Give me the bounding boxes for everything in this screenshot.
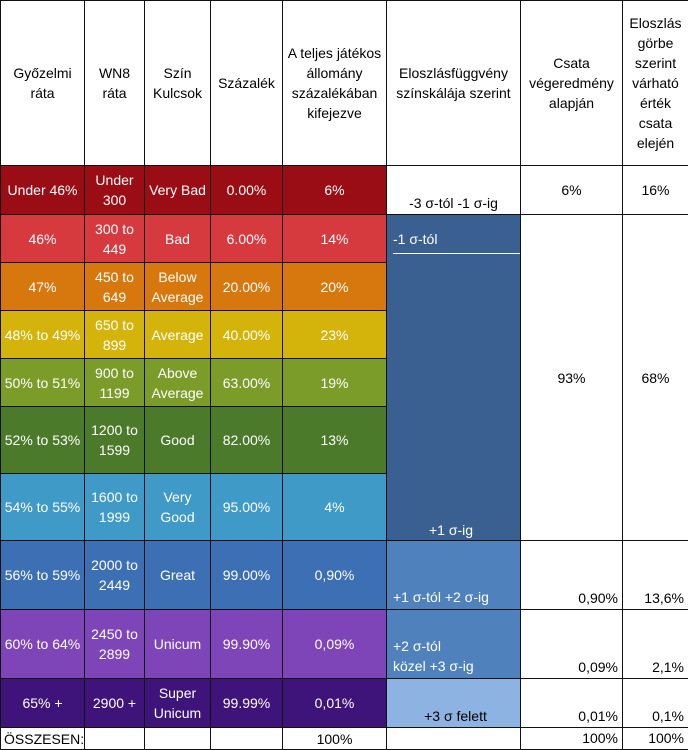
total-expected: 100% xyxy=(623,728,688,750)
expected-r5: 0,1% xyxy=(623,679,688,728)
percent-cell: 99.00% xyxy=(211,541,283,610)
share-cell: 6% xyxy=(283,166,387,215)
table-row: 65% + 2900 + Super Unicum 99.99% 0,01% +… xyxy=(1,679,688,728)
table-row: 56% to 59% 2000 to 2449 Great 99.00% 0,9… xyxy=(1,541,688,610)
color-key-cell: Good xyxy=(145,407,211,474)
color-key-cell: Unicum xyxy=(145,610,211,679)
wn8-cell: 2450 to 2899 xyxy=(85,610,145,679)
wn8-cell: 1600 to 1999 xyxy=(85,474,145,541)
total-row: ÖSSZESEN: 100% 100% 100% xyxy=(1,728,688,750)
winrate-cell: 48% to 49% xyxy=(1,311,85,359)
percent-cell: 95.00% xyxy=(211,474,283,541)
share-cell: 19% xyxy=(283,359,387,407)
winrate-cell: Under 46% xyxy=(1,166,85,215)
dist-cell-r5: +3 σ felett xyxy=(387,679,521,728)
header-expected: Eloszlás görbe szerint várható érték csa… xyxy=(623,1,688,166)
winrate-cell: 56% to 59% xyxy=(1,541,85,610)
dist-cell-r3: +1 σ-tól +2 σ-ig xyxy=(387,541,521,610)
percent-cell: 6.00% xyxy=(211,215,283,263)
share-cell: 0,90% xyxy=(283,541,387,610)
percent-cell: 82.00% xyxy=(211,407,283,474)
dist-cell-r2: -1 σ-tól +1 σ-ig xyxy=(387,215,521,541)
color-key-cell: Bad xyxy=(145,215,211,263)
battle-result-r1: 6% xyxy=(521,166,623,215)
share-cell: 14% xyxy=(283,215,387,263)
header-percent: Százalék xyxy=(211,1,283,166)
color-key-cell: Very Good xyxy=(145,474,211,541)
wn8-cell: 1200 to 1599 xyxy=(85,407,145,474)
battle-result-r2: 93% xyxy=(521,215,623,541)
wn8-cell: Under 300 xyxy=(85,166,145,215)
dist-label-r4-line1: +2 σ-tól xyxy=(393,636,518,656)
expected-r3: 13,6% xyxy=(623,541,688,610)
wn8-cell: 2900 + xyxy=(85,679,145,728)
winrate-cell: 46% xyxy=(1,215,85,263)
wn8-cell: 300 to 449 xyxy=(85,215,145,263)
winrate-cell: 54% to 55% xyxy=(1,474,85,541)
share-cell: 0,01% xyxy=(283,679,387,728)
winrate-cell: 60% to 64% xyxy=(1,610,85,679)
percent-cell: 40.00% xyxy=(211,311,283,359)
color-key-cell: Below Average xyxy=(145,263,211,311)
table-row: 46% 300 to 449 Bad 6.00% 14% -1 σ-tól +1… xyxy=(1,215,688,263)
share-cell: 4% xyxy=(283,474,387,541)
battle-result-r3: 0,90% xyxy=(521,541,623,610)
header-row: Győzelmi ráta WN8 ráta Szín Kulcsok Száz… xyxy=(1,1,688,166)
total-label: ÖSSZESEN: xyxy=(1,728,85,750)
battle-result-r5: 0,01% xyxy=(521,679,623,728)
percent-cell: 0.00% xyxy=(211,166,283,215)
wn8-cell: 650 to 899 xyxy=(85,311,145,359)
percent-cell: 99.90% xyxy=(211,610,283,679)
share-cell: 13% xyxy=(283,407,387,474)
color-key-cell: Super Unicum xyxy=(145,679,211,728)
expected-r2: 68% xyxy=(623,215,688,541)
percent-cell: 63.00% xyxy=(211,359,283,407)
dist-label-r2-bottom: +1 σ-ig xyxy=(429,520,473,540)
share-cell: 23% xyxy=(283,311,387,359)
header-wn8: WN8 ráta xyxy=(85,1,145,166)
table-row: Under 46% Under 300 Very Bad 0.00% 6% -3… xyxy=(1,166,688,215)
color-key-cell: Great xyxy=(145,541,211,610)
winrate-cell: 65% + xyxy=(1,679,85,728)
percent-cell: 20.00% xyxy=(211,263,283,311)
color-key-cell: Average xyxy=(145,311,211,359)
dist-cell-r1: -3 σ-tól -1 σ-ig xyxy=(387,166,521,215)
expected-r1: 16% xyxy=(623,166,688,215)
total-empty-cell xyxy=(85,728,145,750)
total-share: 100% xyxy=(283,728,387,750)
wn8-cell: 900 to 1199 xyxy=(85,359,145,407)
percent-cell: 99.99% xyxy=(211,679,283,728)
share-cell: 20% xyxy=(283,263,387,311)
color-key-cell: Very Bad xyxy=(145,166,211,215)
share-cell: 0,09% xyxy=(283,610,387,679)
battle-result-r4: 0,09% xyxy=(521,610,623,679)
header-share: A teljes játékos állomány százalékában k… xyxy=(283,1,387,166)
expected-r4: 2,1% xyxy=(623,610,688,679)
dist-cell-r4: +2 σ-tól közel +3 σ-ig xyxy=(387,610,521,679)
wn8-cell: 450 to 649 xyxy=(85,263,145,311)
header-dist-scale: Eloszlásfüggvény színskálája szerint xyxy=(387,1,521,166)
header-battle-result: Csata végeredmény alapján xyxy=(521,1,623,166)
color-key-cell: Above Average xyxy=(145,359,211,407)
dist-label-r2-top: -1 σ-tól xyxy=(393,215,521,254)
header-winrate: Győzelmi ráta xyxy=(1,1,85,166)
dist-label-r4-line2: közel +3 σ-ig xyxy=(393,656,518,676)
winrate-cell: 50% to 51% xyxy=(1,359,85,407)
total-empty-cell xyxy=(387,728,521,750)
winrate-cell: 52% to 53% xyxy=(1,407,85,474)
total-empty-cell xyxy=(145,728,211,750)
wn8-cell: 2000 to 2449 xyxy=(85,541,145,610)
total-battle-result: 100% xyxy=(521,728,623,750)
winrate-cell: 47% xyxy=(1,263,85,311)
total-empty-cell xyxy=(211,728,283,750)
table-row: 60% to 64% 2450 to 2899 Unicum 99.90% 0,… xyxy=(1,610,688,679)
header-color-key: Szín Kulcsok xyxy=(145,1,211,166)
